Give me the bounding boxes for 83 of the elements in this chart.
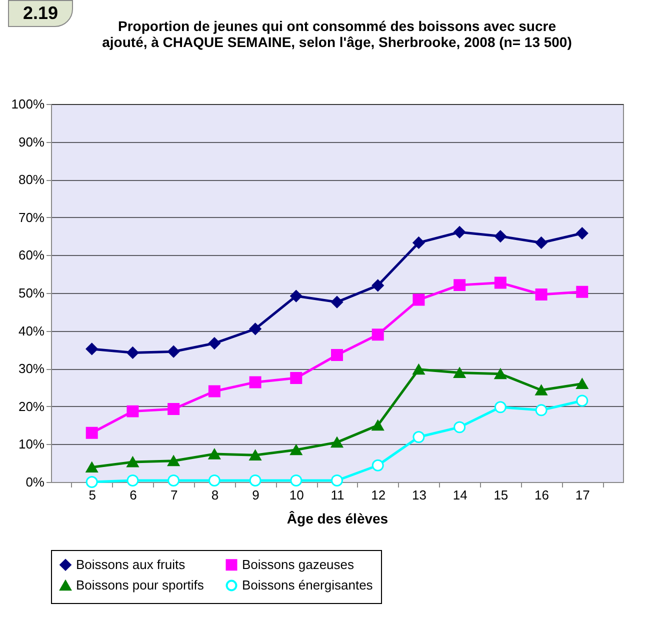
x-tick-label: 10: [289, 488, 304, 502]
x-tick-label: 11: [330, 488, 344, 502]
point: [331, 474, 343, 486]
point: [290, 372, 302, 384]
point: [331, 349, 343, 361]
point: [126, 405, 139, 418]
point: [372, 279, 384, 292]
point: [249, 474, 262, 486]
y-tick-label: 70%: [18, 210, 45, 225]
point: [168, 474, 180, 486]
point: [86, 462, 98, 473]
point: [412, 236, 425, 249]
point: [208, 474, 220, 486]
point: [249, 376, 262, 388]
y-tick-label: 50%: [18, 286, 45, 300]
point: [290, 290, 302, 302]
point: [86, 342, 98, 355]
point: [249, 322, 262, 335]
x-tick-label: 15: [494, 488, 508, 502]
point: [86, 476, 98, 488]
point: [412, 294, 425, 306]
point: [454, 421, 466, 434]
x-axis-title: Âge des élèves: [286, 510, 388, 526]
y-tick-label: 40%: [18, 323, 45, 338]
y-tick-label: 30%: [18, 361, 45, 376]
legend-label: Boissons pour sportifs: [76, 578, 204, 592]
y-tick-label: 20%: [18, 398, 45, 414]
legend-label: Boissons aux fruits: [76, 556, 186, 572]
point: [494, 230, 506, 242]
y-tick-label: 0%: [26, 474, 45, 490]
point: [494, 276, 506, 289]
point: [168, 346, 180, 358]
chart-title: Proportion de jeunes qui ont consommé des boissons avec sucre ajouté, à CHAQUE SEMAINE, selon l'âge, Sherbrooke, 2008 (n= 13 500): [102, 18, 572, 50]
point: [454, 279, 466, 292]
point: [412, 431, 425, 443]
y-tick-label: 60%: [18, 248, 45, 263]
text: 2.19: [8, 0, 74, 27]
point: [494, 401, 506, 414]
x-tick-label: 7: [170, 488, 178, 502]
point: [372, 420, 384, 431]
point: [576, 394, 588, 407]
x-tick-label: 9: [252, 488, 260, 502]
point: [535, 384, 548, 396]
legend-label: Boissons énergisantes: [242, 578, 374, 592]
x-tick-label: 14: [452, 488, 468, 502]
legend-label: Boissons gazeuses: [242, 556, 355, 572]
point: [86, 426, 98, 439]
x-tick-label: 13: [412, 488, 426, 502]
point: [331, 296, 343, 308]
point: [126, 346, 139, 359]
point: [126, 456, 139, 468]
point: [412, 364, 425, 375]
point: [168, 403, 180, 416]
point: [208, 385, 220, 398]
point: [208, 337, 220, 350]
y-tick-label: 100%: [11, 96, 45, 112]
point: [535, 288, 548, 301]
point: [535, 236, 548, 249]
point: [576, 227, 588, 240]
point: [576, 286, 588, 298]
point: [372, 459, 384, 472]
point: [576, 378, 588, 390]
y-tick-label: 90%: [18, 134, 45, 150]
point: [290, 444, 302, 456]
point: [208, 448, 220, 460]
point: [535, 404, 548, 416]
point: [454, 226, 466, 238]
point: [372, 328, 384, 341]
point: [494, 368, 506, 380]
x-tick-label: 12: [371, 488, 386, 502]
x-tick-label: 17: [575, 488, 590, 502]
point: [331, 437, 343, 448]
y-tick-label: 80%: [18, 172, 45, 188]
point: [168, 456, 180, 466]
x-tick-label: 6: [130, 488, 137, 502]
point: [249, 450, 262, 460]
x-tick-label: 16: [534, 488, 550, 502]
point: [454, 367, 466, 378]
x-tick-label: 8: [211, 488, 219, 502]
y-tick-label: 10%: [18, 436, 45, 452]
x-tick-label: 5: [88, 488, 96, 502]
point: [126, 474, 139, 486]
point: [290, 474, 302, 486]
